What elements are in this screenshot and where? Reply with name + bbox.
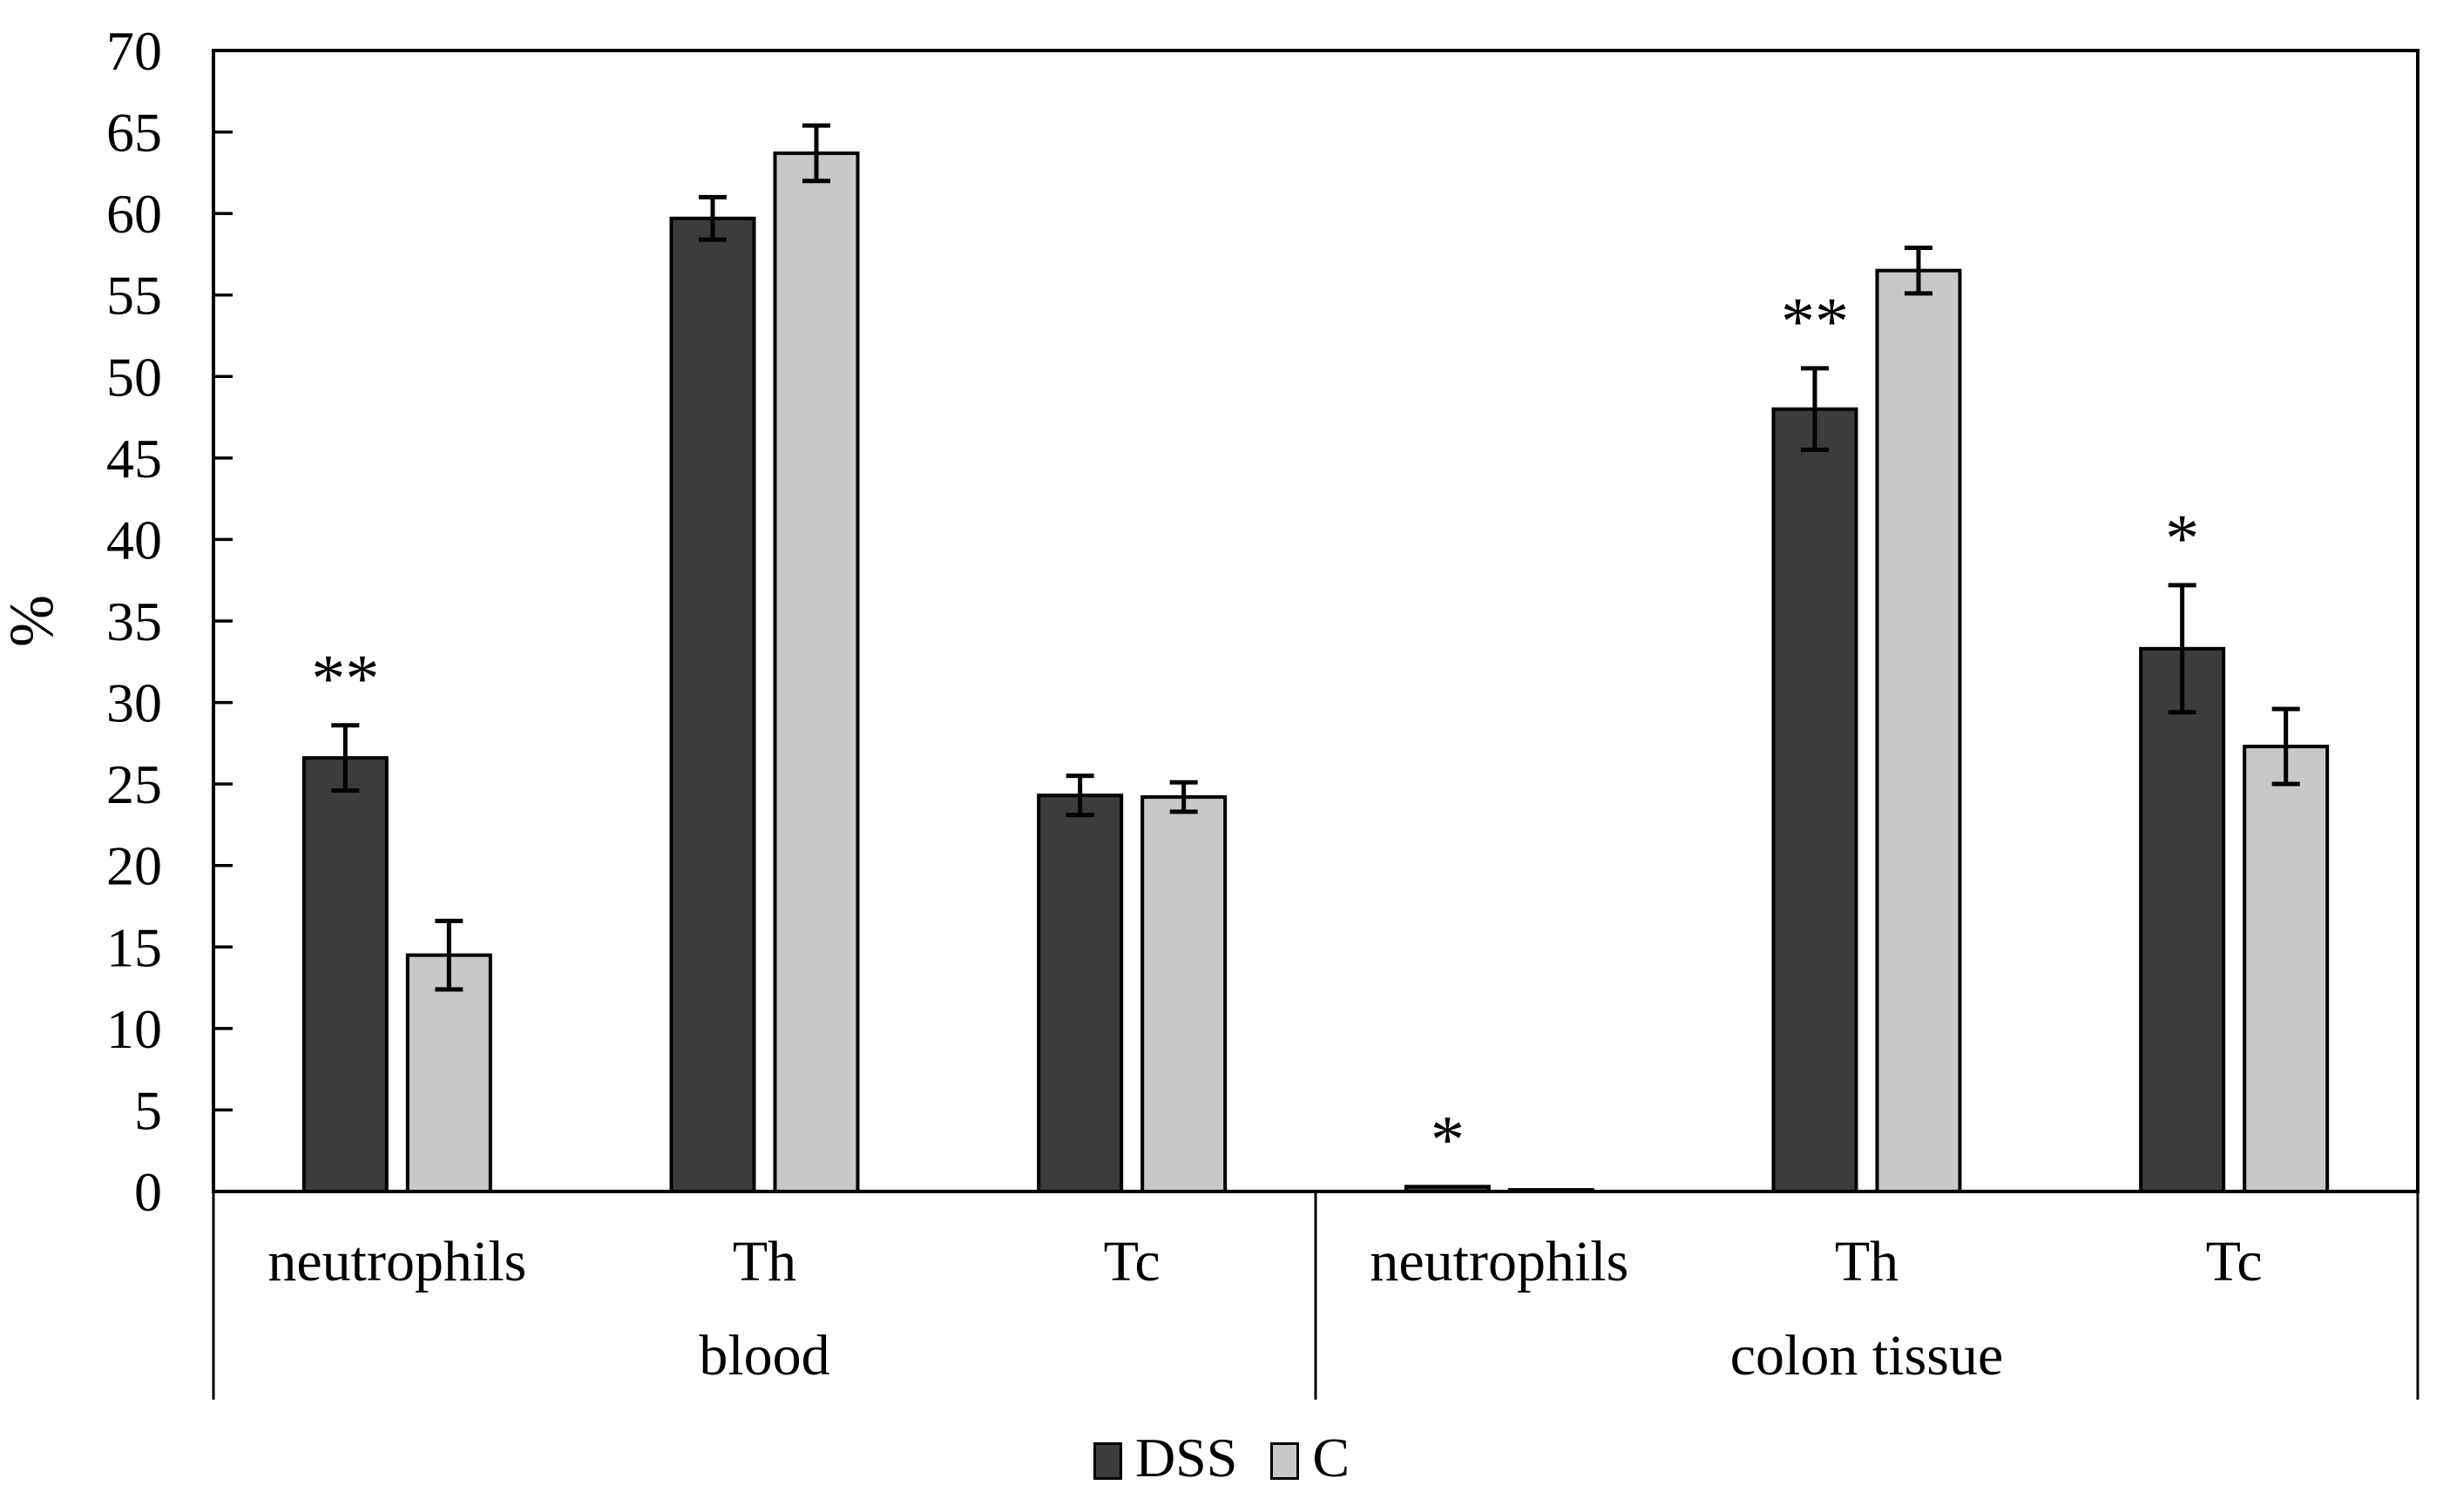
significance-label: ** <box>1781 283 1849 359</box>
bar-dss-Th-g1 <box>1771 407 1858 1193</box>
y-tick-label: 40 <box>106 509 162 570</box>
legend-label-c: C <box>1312 1427 1350 1488</box>
category-label-tc: Tc <box>1104 1230 1161 1293</box>
category-label-th: Th <box>733 1230 796 1293</box>
bar-dss-Th-g0 <box>669 216 756 1193</box>
y-tick-label: 0 <box>134 1161 162 1223</box>
chart-legend: DSS C <box>0 1430 2443 1491</box>
group-label-colon-tissue: colon tissue <box>1730 1324 2003 1387</box>
bar-dss-Tc-g1 <box>2139 646 2226 1193</box>
bar-c-Tc-g1 <box>2243 745 2330 1193</box>
y-tick-label: 65 <box>106 102 162 164</box>
bar-c-Tc-g0 <box>1140 795 1228 1193</box>
y-tick-label: 10 <box>106 998 162 1060</box>
plot-border <box>212 49 2419 1193</box>
significance-label: * <box>2165 500 2199 576</box>
bar-c-Th-g0 <box>773 151 860 1193</box>
y-tick-label: 15 <box>106 916 162 978</box>
y-tick-label: 50 <box>106 346 162 408</box>
legend-item-dss: DSS <box>1093 1430 1237 1491</box>
y-tick-label: 70 <box>106 20 162 82</box>
bar-dss-neutrophils-g0 <box>301 756 389 1193</box>
significance-label: * <box>1431 1101 1465 1177</box>
y-tick-label: 60 <box>106 183 162 245</box>
category-label-neutrophils: neutrophils <box>1370 1230 1628 1293</box>
legend-item-c: C <box>1270 1430 1350 1491</box>
legend-swatch-dss <box>1093 1441 1122 1480</box>
y-tick-label: 20 <box>106 835 162 897</box>
bar-dss-Tc-g0 <box>1037 793 1124 1193</box>
y-tick-label: 5 <box>134 1079 162 1141</box>
legend-swatch-c <box>1270 1441 1300 1480</box>
category-label-th: Th <box>1835 1230 1898 1293</box>
group-label-blood: blood <box>699 1324 829 1387</box>
significance-label: ** <box>311 640 379 716</box>
y-axis-label: % <box>0 595 66 647</box>
bar-c-Th-g1 <box>1875 268 1962 1194</box>
y-tick-label: 25 <box>106 753 162 815</box>
y-tick-label: 45 <box>106 428 162 489</box>
category-label-neutrophils: neutrophils <box>267 1230 526 1293</box>
y-tick-label: 55 <box>106 265 162 327</box>
category-label-tc: Tc <box>2206 1230 2263 1293</box>
y-tick-label: 35 <box>106 591 162 652</box>
y-tick-label: 30 <box>106 672 162 734</box>
legend-label-dss: DSS <box>1134 1427 1238 1488</box>
